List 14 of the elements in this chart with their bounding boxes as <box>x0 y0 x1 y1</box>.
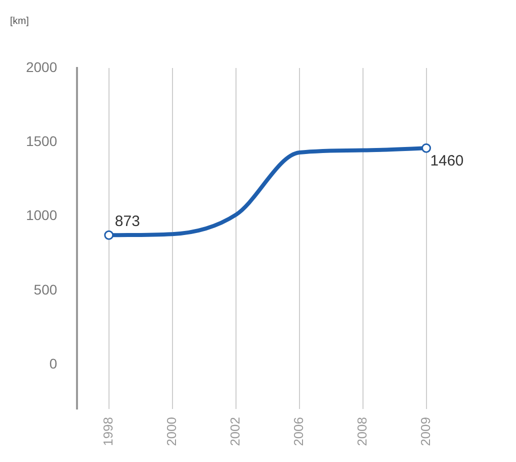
x-tick-label: 2002 <box>227 417 242 446</box>
y-axis-title: [km] <box>10 16 30 27</box>
y-tick-label: 1500 <box>26 133 58 150</box>
y-tick-label: 2000 <box>26 58 58 75</box>
y-tick-label: 1000 <box>26 207 58 224</box>
x-tick-label: 2000 <box>164 417 179 446</box>
x-tick-label: 2008 <box>354 417 370 446</box>
y-tick-label: 0 <box>49 355 58 372</box>
data-label: 873 <box>114 212 140 230</box>
x-tick-label: 2006 <box>290 417 306 446</box>
y-tick-label: 500 <box>34 281 58 298</box>
x-tick-label: 2009 <box>418 417 433 446</box>
x-tick-label: 1998 <box>100 417 116 446</box>
data-label: 1460 <box>430 152 464 170</box>
